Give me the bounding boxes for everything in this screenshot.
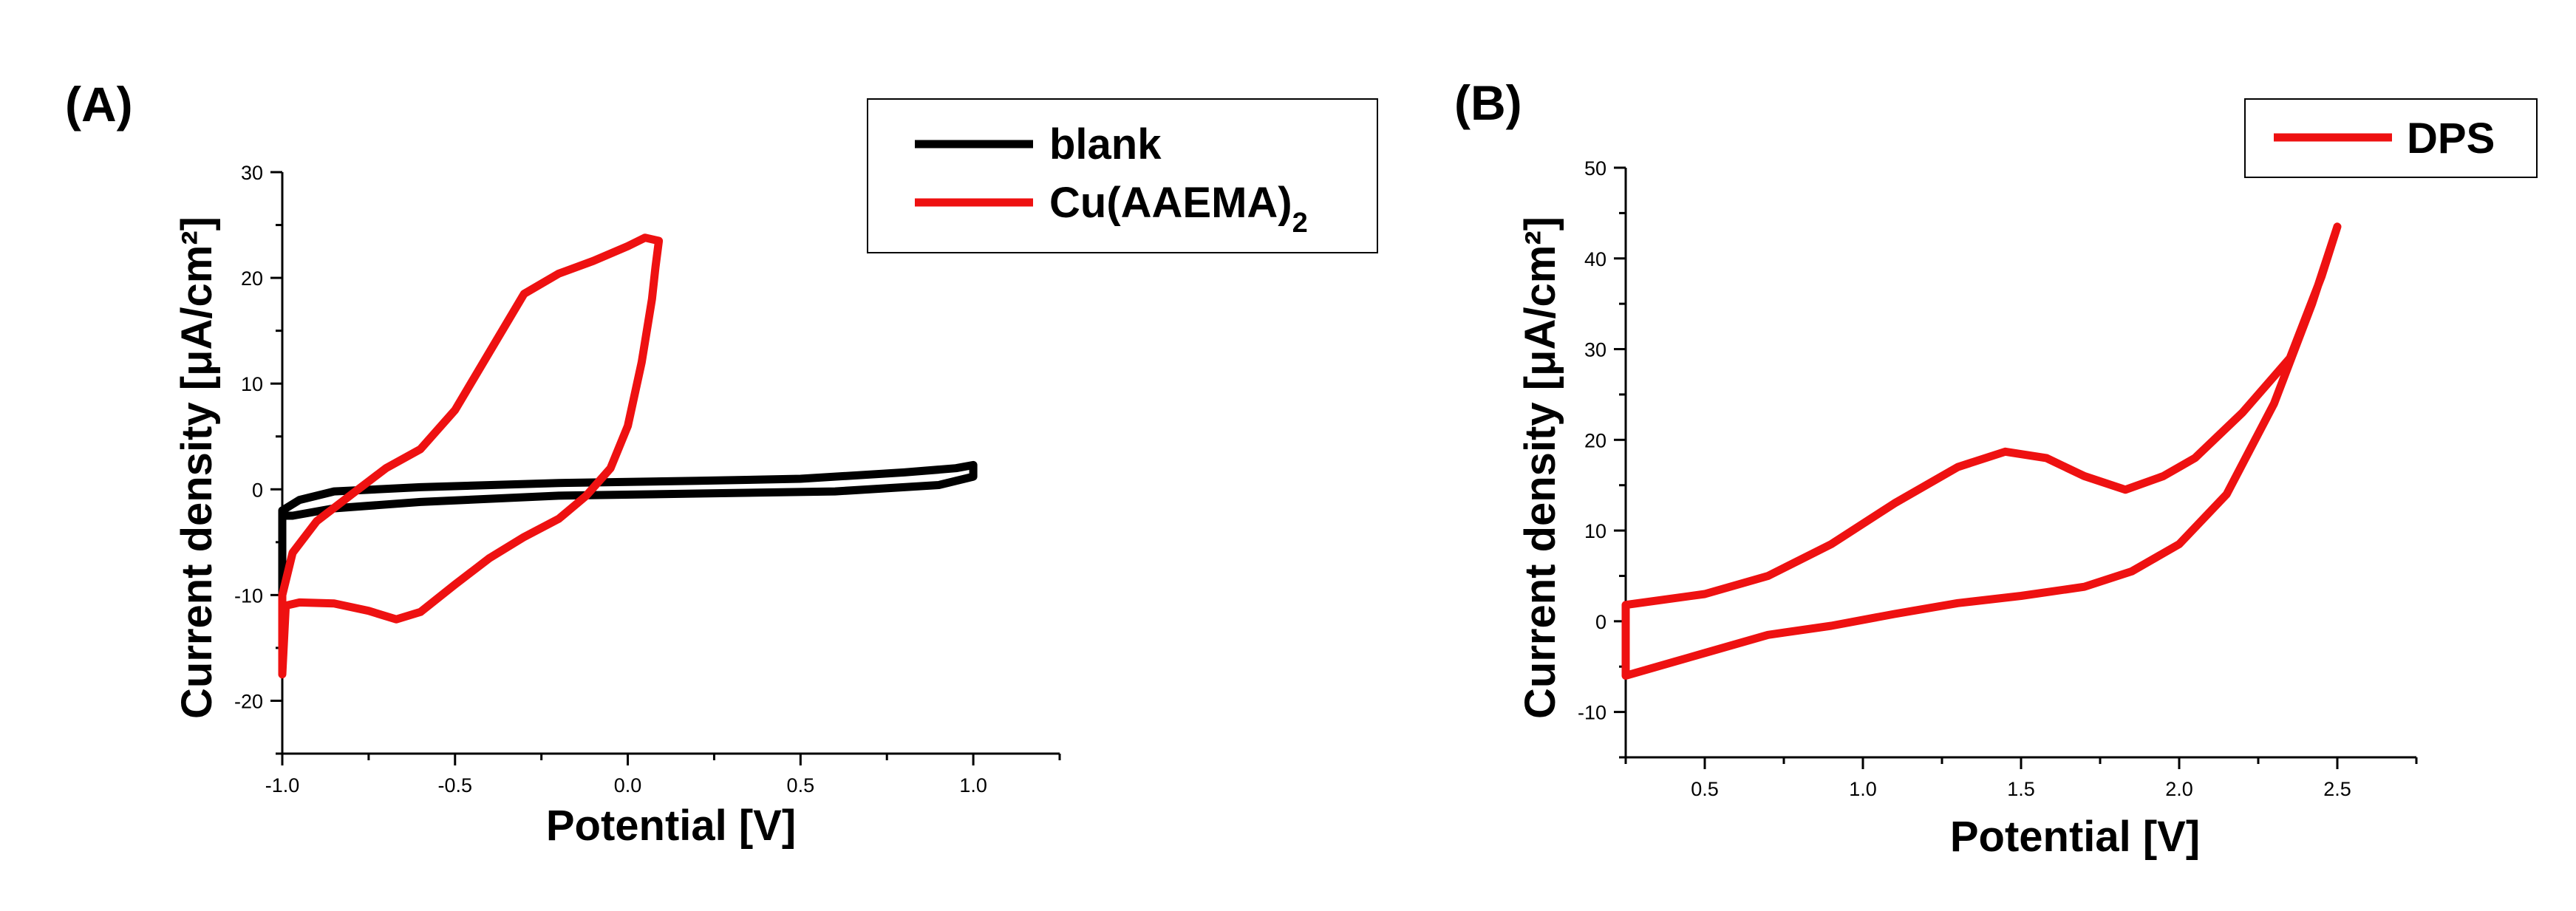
y-tick-label-b: 40	[1584, 248, 1606, 270]
y-axis-title-a: Current density [μA/cm²]	[173, 216, 221, 719]
x-tick-label-a: 1.0	[959, 774, 987, 796]
y-tick-label-a: -20	[234, 690, 263, 712]
x-axis-title-b: Potential [V]	[1950, 813, 2200, 861]
x-tick-label-b: 1.0	[1849, 778, 1877, 800]
x-tick-label-b: 2.0	[2165, 778, 2193, 800]
panel-label-a: (A)	[65, 77, 133, 132]
x-tick-label-b: 2.5	[2323, 778, 2351, 800]
chart-panel-b: (B) 0.5 1.0 1.5 2.0 2.5 -10 0 10 20 30 40 50 Potent…	[1454, 75, 2538, 861]
series-group-a	[278, 233, 978, 679]
series-line-dps	[1621, 222, 2342, 680]
chart-panel-a: (A) -1.0 -0.5 0.0 0.5 1.0 -20 -10 0 10 20 30 Poten…	[65, 77, 1378, 850]
legend-label-dps: DPS	[2407, 115, 2495, 163]
legend-label-cu-aaema-subscript: 2	[1292, 208, 1308, 239]
y-tick-label-b: -10	[1578, 702, 1606, 724]
series-group-b	[1621, 222, 2342, 680]
y-axis-title-b: Current density [μA/cm²]	[1516, 216, 1564, 719]
y-tick-label-b: 50	[1584, 157, 1606, 180]
y-tick-label-a: 0	[252, 479, 263, 501]
x-tick-label-b: 1.5	[2007, 778, 2035, 800]
legend-box-a	[867, 98, 1378, 253]
legend-label-blank: blank	[1049, 120, 1162, 168]
y-tick-label-a: -10	[234, 584, 263, 607]
panel-label-b: (B)	[1454, 75, 1522, 130]
series-line-blank	[278, 460, 978, 621]
y-tick-label-b: 30	[1584, 339, 1606, 361]
x-tick-label-a: 0.0	[614, 774, 642, 796]
x-tick-label-a: 0.5	[787, 774, 815, 796]
y-tick-label-a: 20	[241, 267, 263, 290]
y-tick-label-a: 30	[241, 162, 263, 184]
y-tick-label-b: 10	[1584, 520, 1606, 542]
series-line-cu-aaema-2	[278, 233, 664, 679]
y-tick-label-b: 0	[1595, 611, 1606, 633]
legend-label-cu-aaema-main: Cu(AAEMA)	[1049, 179, 1292, 227]
x-tick-label-a: -0.5	[438, 774, 473, 796]
y-tick-label-b: 20	[1584, 429, 1606, 451]
x-axis-title-a: Potential [V]	[546, 802, 796, 850]
legend-label-cu-aaema: Cu(AAEMA)2	[1049, 179, 1308, 239]
x-tick-label-b: 0.5	[1691, 778, 1719, 800]
ticks-a: -1.0 -0.5 0.0 0.5 1.0 -20 -10 0 10 20 30	[234, 162, 1061, 796]
y-tick-label-a: 10	[241, 373, 263, 395]
ticks-b: 0.5 1.0 1.5 2.0 2.5 -10 0 10 20 30 40 50	[1578, 157, 2418, 800]
x-tick-label-a: -1.0	[265, 774, 300, 796]
